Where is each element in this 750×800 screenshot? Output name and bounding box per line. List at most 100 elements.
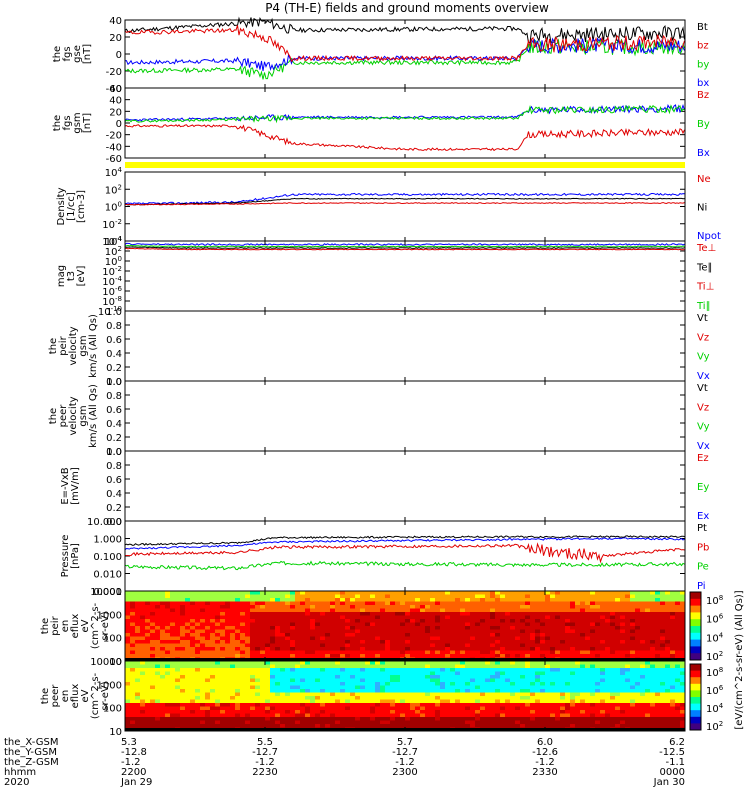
spectrogram-cell (455, 615, 461, 620)
spectrogram-cell (625, 640, 631, 644)
spectrogram-cell (505, 661, 511, 665)
spectrogram-cell (300, 629, 306, 634)
spectrogram-cell (630, 675, 636, 679)
spectrogram-cell (170, 654, 176, 658)
spectrogram-cell (615, 685, 621, 690)
spectrogram-cell (225, 706, 231, 711)
spectrogram-cell (595, 647, 601, 651)
spectrogram-cell (270, 682, 276, 686)
spectrogram-cell (615, 710, 621, 714)
spectrogram-cell (340, 654, 346, 658)
spectrogram-cell (540, 619, 546, 623)
spectrogram-cell (560, 608, 566, 613)
spectrogram-cell (135, 661, 141, 665)
spectrogram-cell (325, 622, 331, 627)
spectrogram-cell (600, 636, 606, 641)
spectrogram-cell (315, 685, 321, 690)
spectrogram-cell (655, 619, 661, 623)
spectrogram-cell (485, 675, 491, 679)
spectrogram-cell (635, 678, 641, 683)
spectrogram-cell (435, 696, 441, 700)
spectrogram-cell (680, 692, 686, 697)
spectrogram-cell (425, 713, 431, 718)
spectrogram-cell (565, 647, 571, 651)
spectrogram-cell (130, 668, 136, 672)
spectrogram-cell (450, 696, 456, 700)
spectrogram-cell (175, 633, 181, 637)
spectrogram-cell (465, 668, 471, 672)
spectrogram-cell (385, 668, 391, 672)
spectrogram-cell (670, 612, 676, 616)
spectrogram-cell (240, 615, 246, 620)
spectrogram-cell (495, 647, 501, 651)
spectrogram-cell (335, 626, 341, 630)
spectrogram-cell (340, 703, 346, 707)
spectrogram-cell (200, 682, 206, 686)
spectrogram-cell (505, 643, 511, 648)
spectrogram-cell (330, 710, 336, 714)
spectrogram-cell (520, 647, 526, 651)
spectrogram-cell (205, 689, 211, 693)
spectrogram-cell (215, 661, 221, 665)
spectrogram-cell (370, 668, 376, 672)
spectrogram-cell (680, 605, 686, 609)
spectrogram-cell (340, 664, 346, 669)
spectrogram-cell (615, 598, 621, 602)
spectrogram-cell (580, 706, 586, 711)
spectrogram-cell (485, 629, 491, 634)
spectrogram-cell (630, 661, 636, 665)
spectrogram-cell (635, 650, 641, 655)
legend-By: By (697, 119, 710, 130)
spectrogram-cell (485, 601, 491, 606)
spectrogram-cell (485, 664, 491, 669)
spectrogram-cell (465, 682, 471, 686)
spectrogram-cell (565, 706, 571, 711)
spectrogram-cell (230, 647, 236, 651)
spectrogram-cell (300, 696, 306, 700)
spectrogram-cell (630, 682, 636, 686)
spectrogram-cell (400, 608, 406, 613)
spectrogram-cell (455, 717, 461, 721)
spectrogram-cell (520, 612, 526, 616)
colorbar-frame (689, 591, 702, 661)
spectrogram-cell (510, 598, 516, 602)
spectrogram-cell (420, 605, 426, 609)
spectrogram-cell (510, 703, 516, 707)
spectrogram-cell (595, 664, 601, 669)
spectrogram-cell (145, 654, 151, 658)
spectrogram-cell (245, 633, 251, 637)
spectrogram-cell (155, 720, 161, 725)
spectrogram-cell (465, 650, 471, 655)
spectrogram-cell (390, 633, 396, 637)
spectrogram-cell (675, 710, 681, 714)
spectrogram-cell (675, 615, 681, 620)
spectrogram-cell (500, 706, 506, 711)
spectrogram-cell (430, 685, 436, 690)
spectrogram-cell (125, 664, 131, 669)
spectrogram-cell (450, 692, 456, 697)
ytick-label: 0.8 (106, 321, 122, 332)
spectrogram-cell (390, 661, 396, 665)
spectrogram-cell (385, 713, 391, 718)
spectrogram-cell (565, 608, 571, 613)
spectrogram-cell (600, 629, 606, 634)
spectrogram-cell (525, 675, 531, 679)
spectrogram-cell (280, 650, 286, 655)
spectrogram-cell (620, 615, 626, 620)
spectrogram-cell (275, 664, 281, 669)
spectrogram-cell (200, 640, 206, 644)
spectrogram-cell (290, 720, 296, 725)
spectrogram-cell (275, 629, 281, 634)
spectrogram-cell (295, 720, 301, 725)
spectrogram-cell (570, 626, 576, 630)
spectrogram-cell (505, 664, 511, 669)
spectrogram-cell (670, 720, 676, 725)
spectrogram-cell (590, 601, 596, 606)
spectrogram-cell (150, 699, 156, 704)
spectrogram-cell (605, 720, 611, 725)
spectrogram-cell (495, 605, 501, 609)
spectrogram-cell (245, 640, 251, 644)
spectrogram-cell (580, 605, 586, 609)
spectrogram-cell (360, 696, 366, 700)
spectrogram-cell (195, 678, 201, 683)
